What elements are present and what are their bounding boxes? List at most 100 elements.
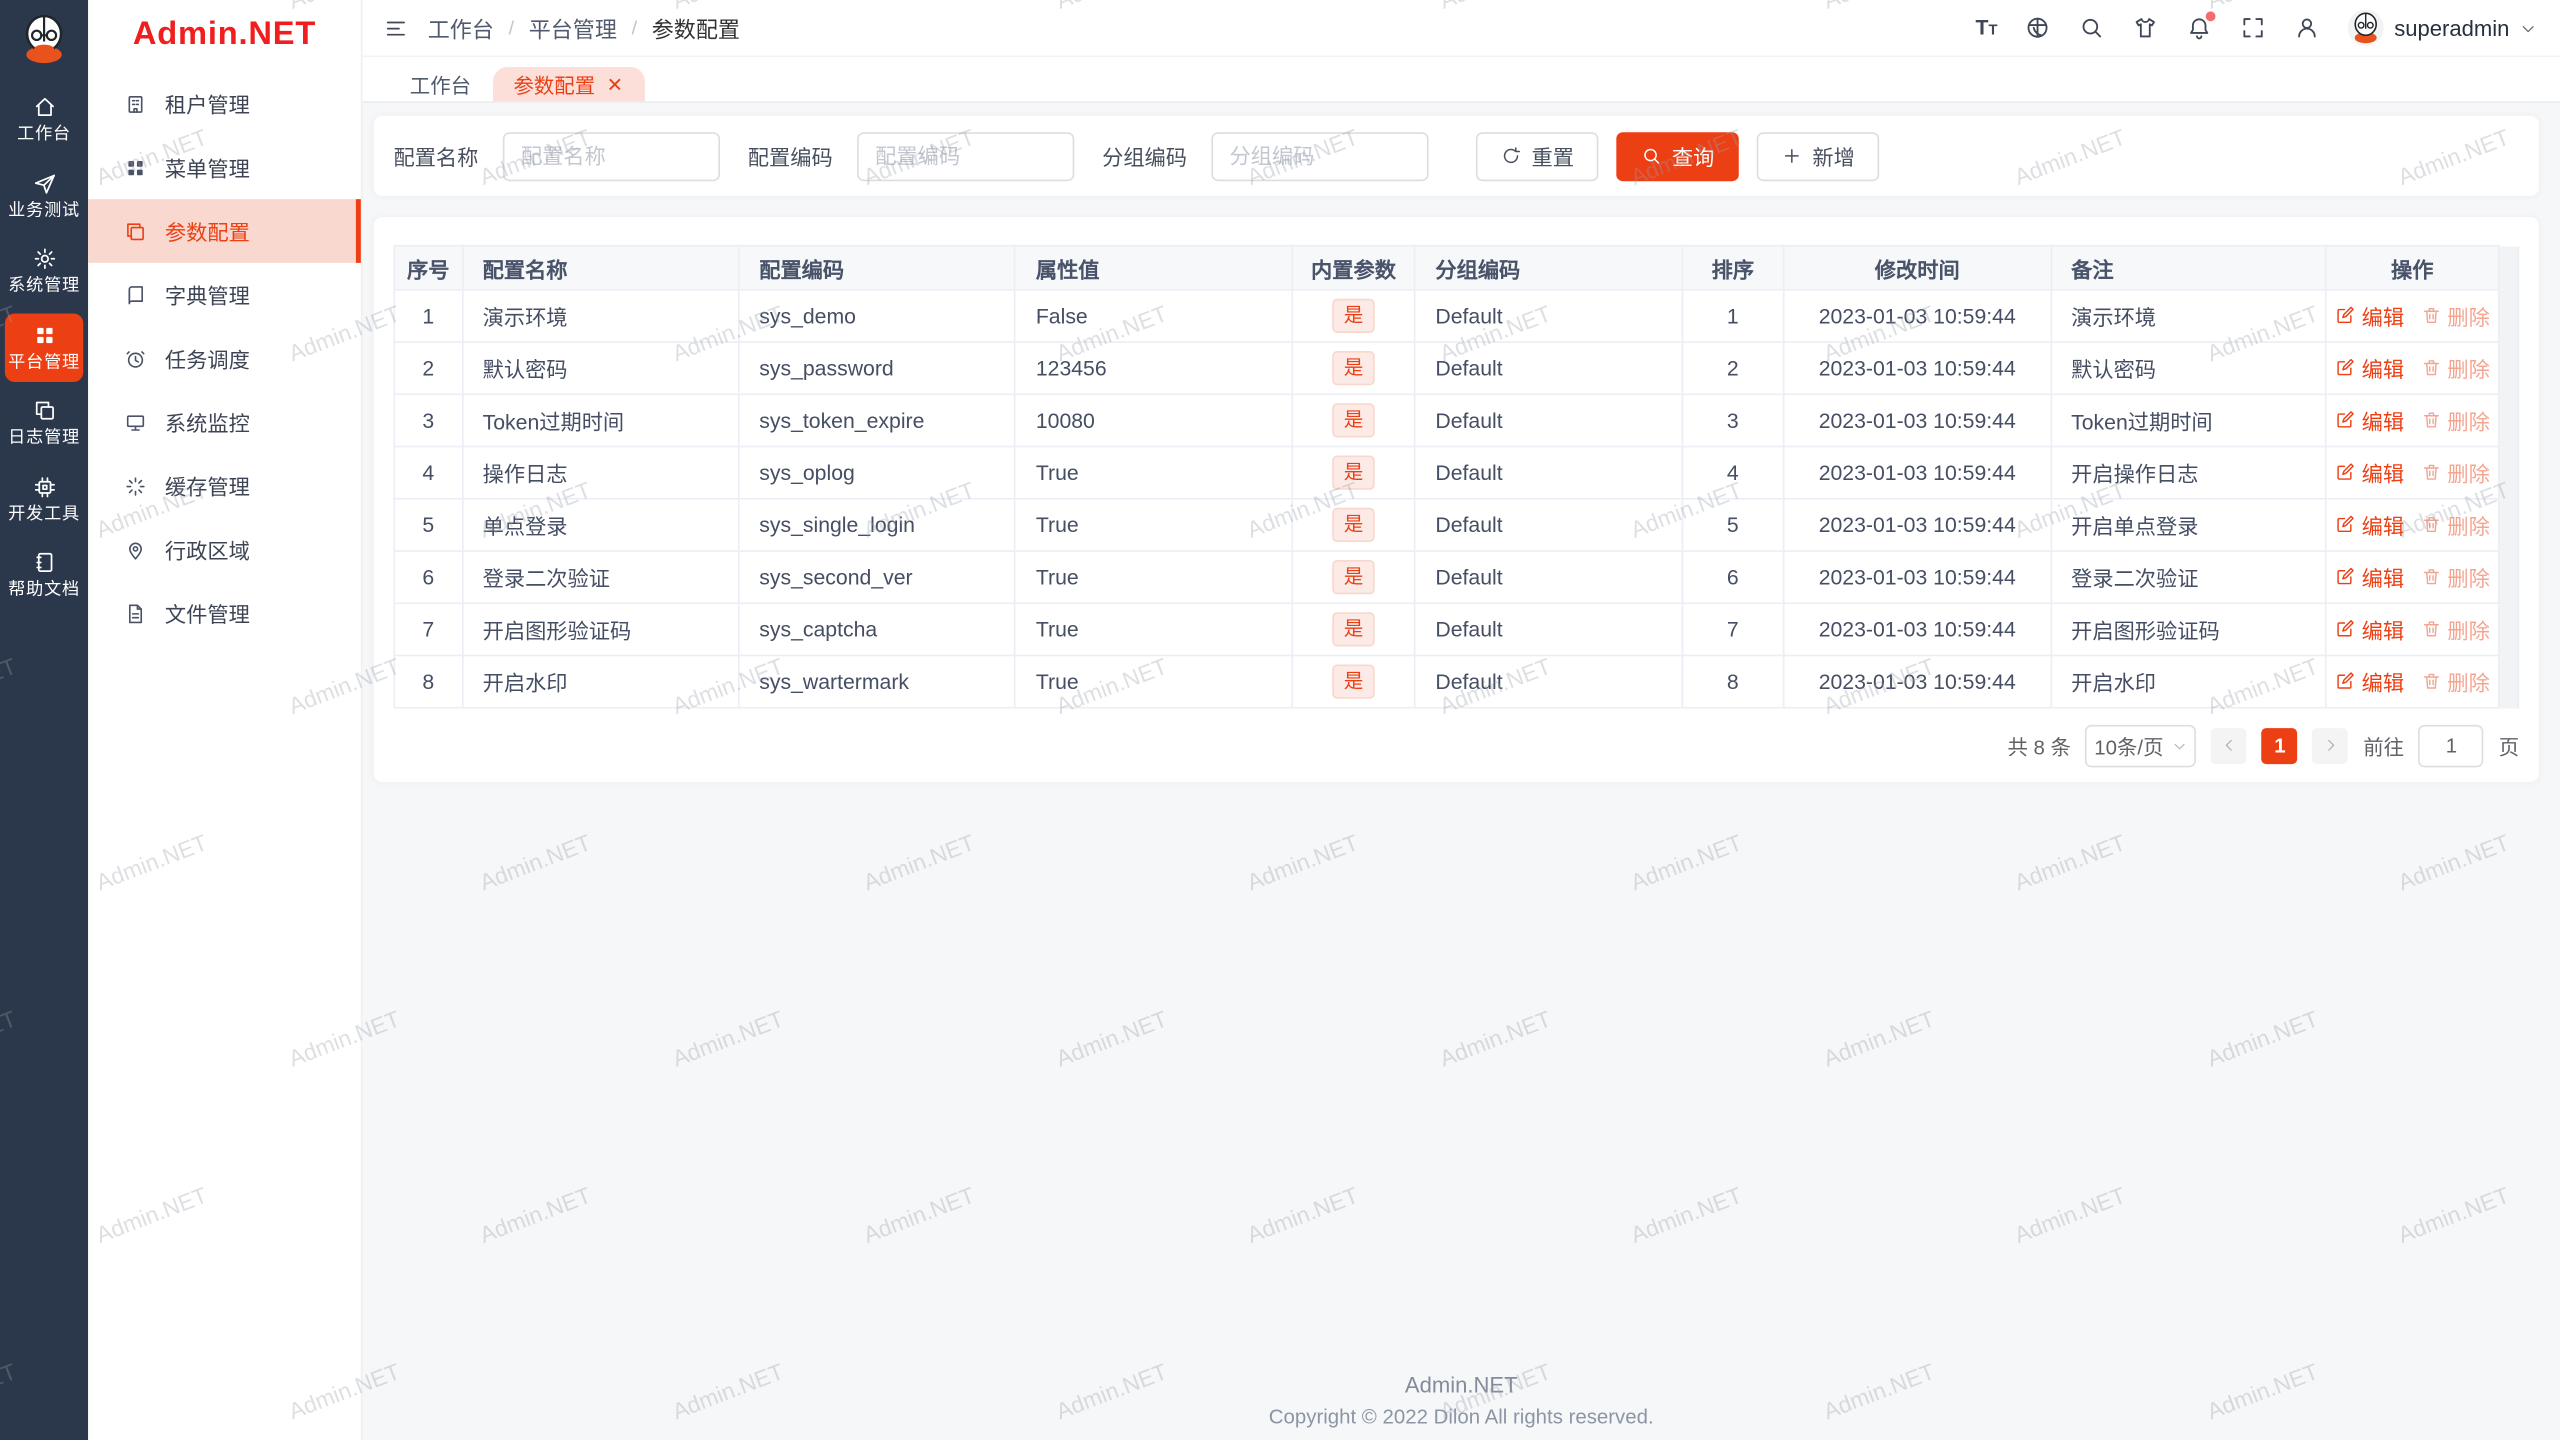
rail-item-send[interactable]: 业务测试 <box>5 161 83 230</box>
sidebar-item-file[interactable]: 文件管理 <box>88 581 361 645</box>
page-size-select[interactable]: 10条/页 <box>2085 724 2197 767</box>
search-icon <box>1644 148 1660 164</box>
font-size-icon[interactable]: TT <box>1975 13 1998 39</box>
cell-ops: 编辑 删除 <box>2324 497 2500 552</box>
edit-button[interactable]: 编辑 <box>2335 562 2404 593</box>
edit-button[interactable]: 编辑 <box>2335 353 2404 384</box>
sidebar-item-menu-grid[interactable]: 菜单管理 <box>88 136 361 200</box>
reset-button[interactable]: 重置 <box>1475 131 1599 181</box>
sidebar-item-pin[interactable]: 行政区域 <box>88 518 361 582</box>
search-button[interactable]: 查询 <box>1616 131 1739 181</box>
delete-button[interactable]: 删除 <box>2420 614 2490 645</box>
user-menu[interactable]: superadmin <box>2348 9 2537 46</box>
cell-sort: 2 <box>1681 341 1785 396</box>
filter-input-2[interactable] <box>1211 131 1429 181</box>
user-icon[interactable] <box>2295 15 2321 41</box>
add-button[interactable]: 新增 <box>1756 131 1880 181</box>
app-logo-avatar[interactable] <box>16 11 72 75</box>
sidebar-item-tenant[interactable]: 租户管理 <box>88 72 361 136</box>
delete-button[interactable]: 删除 <box>2420 509 2490 540</box>
delete-button[interactable]: 删除 <box>2420 300 2490 331</box>
goto-page-input[interactable] <box>2418 724 2485 767</box>
sidebar-item-label: 任务调度 <box>164 347 250 373</box>
collapse-menu-icon[interactable] <box>379 11 412 44</box>
tab-close-icon[interactable]: ✕ <box>606 72 624 96</box>
file-icon <box>128 603 143 623</box>
cell-time: 2023-01-03 10:59:44 <box>1782 550 2052 605</box>
app-logo-text: Admin.NET <box>132 15 317 52</box>
cell-builtin: 是 <box>1291 341 1416 396</box>
plus-icon <box>1785 148 1799 163</box>
table-row: 1 演示环境 sys_demo False 是 Default 1 2023-01-03 10… <box>393 288 2520 343</box>
cell-value: True <box>1014 550 1293 605</box>
delete-button[interactable]: 删除 <box>2420 405 2490 436</box>
cell-sort: 1 <box>1681 288 1785 343</box>
filter-input-0[interactable] <box>502 131 721 181</box>
cell-ops: 编辑 删除 <box>2324 550 2500 605</box>
chev-down-icon <box>2174 743 2185 749</box>
table-panel: 序号 配置名称 配置编码 属性值 内置参数 分组编码 排序 修改时间 备注 操作 1 演示环境 sys… <box>372 215 2541 784</box>
edit-button[interactable]: 编辑 <box>2335 300 2404 331</box>
column-header-no: 序号 <box>393 244 464 291</box>
delete-button[interactable]: 删除 <box>2420 666 2490 697</box>
chev-left-icon <box>2225 739 2232 751</box>
cell-builtin: 是 <box>1291 288 1416 343</box>
cell-time: 2023-01-03 10:59:44 <box>1782 288 2052 343</box>
rail-item-label: 日志管理 <box>8 427 80 448</box>
rail-item-gear[interactable]: 系统管理 <box>5 237 83 306</box>
sidebar-item-loading[interactable]: 缓存管理 <box>88 454 361 518</box>
sidebar-item-clock[interactable]: 任务调度 <box>88 327 361 391</box>
cell-sort: 8 <box>1681 654 1785 709</box>
notebook-icon <box>35 552 52 572</box>
shirt-icon <box>2136 18 2156 38</box>
notification-bell-icon[interactable] <box>2187 11 2217 41</box>
cell-sort: 4 <box>1681 445 1785 500</box>
rail-item-notebook[interactable]: 帮助文档 <box>5 540 83 609</box>
delete-button[interactable]: 删除 <box>2420 457 2490 488</box>
cell-code: sys_single_login <box>738 497 1017 552</box>
sidebar: Admin.NET 租户管理 菜单管理 参数配置 字典管理任务调度系统监控 缓存管理 行政… <box>88 0 363 1440</box>
delete-button[interactable]: 删除 <box>2420 562 2490 593</box>
next-page-button[interactable] <box>2312 727 2349 764</box>
edit-icon <box>2337 516 2354 533</box>
sidebar-item-config[interactable]: 参数配置 <box>88 199 361 263</box>
cell-sort: 3 <box>1681 393 1785 448</box>
edit-button[interactable]: 编辑 <box>2335 457 2404 488</box>
edit-button[interactable]: 编辑 <box>2335 509 2404 540</box>
breadcrumb-item: 参数配置 <box>651 17 740 43</box>
prev-page-button[interactable] <box>2211 727 2248 764</box>
main-area: 工作台 / 平台管理 / 参数配置 TT <box>362 0 2560 1440</box>
theme-icon[interactable] <box>2133 15 2159 41</box>
cell-value: 10080 <box>1014 393 1293 448</box>
filter-field-1: 配置编码 <box>748 131 1075 181</box>
page-number-button[interactable]: 1 <box>2261 727 2298 764</box>
fullscreen-icon[interactable] <box>2241 15 2267 41</box>
builtin-tag: 是 <box>1332 351 1375 386</box>
rail-item-cpu[interactable]: 开发工具 <box>5 464 83 533</box>
cell-no: 2 <box>393 341 464 396</box>
tab-参数配置[interactable]: 参数配置 ✕ <box>492 66 645 102</box>
edit-button[interactable]: 编辑 <box>2335 405 2404 436</box>
footer-brand: Admin.NET <box>1404 1373 1518 1398</box>
cell-code: sys_password <box>738 341 1017 396</box>
filter-input-1[interactable] <box>857 131 1075 181</box>
builtin-tag: 是 <box>1332 298 1375 334</box>
rail-item-copy[interactable]: 日志管理 <box>5 389 83 458</box>
rail-item-grid[interactable]: 平台管理 <box>4 312 84 383</box>
edit-icon <box>2337 463 2354 481</box>
edit-button[interactable]: 编辑 <box>2335 614 2404 645</box>
cell-name: 默认密码 <box>461 341 740 396</box>
sidebar-item-monitor[interactable]: 系统监控 <box>88 390 361 454</box>
edit-button[interactable]: 编辑 <box>2335 666 2404 697</box>
breadcrumb-item[interactable]: 工作台 <box>427 17 494 43</box>
cell-ops: 编辑 删除 <box>2324 393 2500 448</box>
cell-group: Default <box>1414 445 1683 500</box>
rail-item-home[interactable]: 工作台 <box>5 85 83 154</box>
avatar <box>2348 9 2385 46</box>
search-icon[interactable] <box>2079 15 2105 41</box>
sidebar-item-book[interactable]: 字典管理 <box>88 263 361 327</box>
breadcrumb-item[interactable]: 平台管理 <box>528 17 617 43</box>
delete-button[interactable]: 删除 <box>2420 353 2490 384</box>
language-switch-icon[interactable] <box>2025 15 2051 41</box>
tab-工作台[interactable]: 工作台 <box>389 67 493 101</box>
